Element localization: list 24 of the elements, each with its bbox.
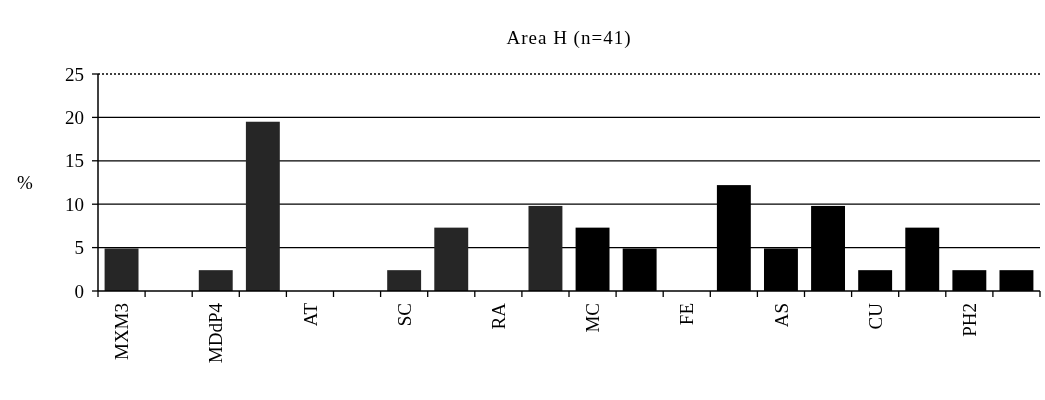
x-tick-label: MC xyxy=(582,303,604,333)
x-tick-label: MDdP4 xyxy=(205,302,227,364)
x-tick-label: CU xyxy=(864,302,886,330)
x-tick-label: PH2 xyxy=(959,303,980,337)
x-tick-label: MXM3 xyxy=(111,303,133,361)
y-tick-label: 5 xyxy=(74,237,84,259)
bar xyxy=(434,227,469,291)
y-tick-label: 10 xyxy=(65,193,84,215)
bar xyxy=(104,248,139,291)
chart-title: Area H (n=41) xyxy=(506,27,632,49)
y-tick-label: 20 xyxy=(65,107,84,129)
x-tick-label: AT xyxy=(299,302,321,327)
x-tick-label: SC xyxy=(393,303,415,327)
bar xyxy=(387,270,422,291)
y-tick-label: 0 xyxy=(74,280,84,302)
bar xyxy=(198,270,233,291)
bar xyxy=(528,205,563,291)
x-tick-label: AS xyxy=(770,303,792,328)
x-tick-label: RA xyxy=(488,302,509,330)
y-tick-label: 15 xyxy=(65,150,84,172)
y-tick-label: 25 xyxy=(65,63,84,85)
bar xyxy=(245,121,280,291)
y-axis-title: % xyxy=(17,172,34,194)
x-tick-label: FE xyxy=(676,303,698,326)
